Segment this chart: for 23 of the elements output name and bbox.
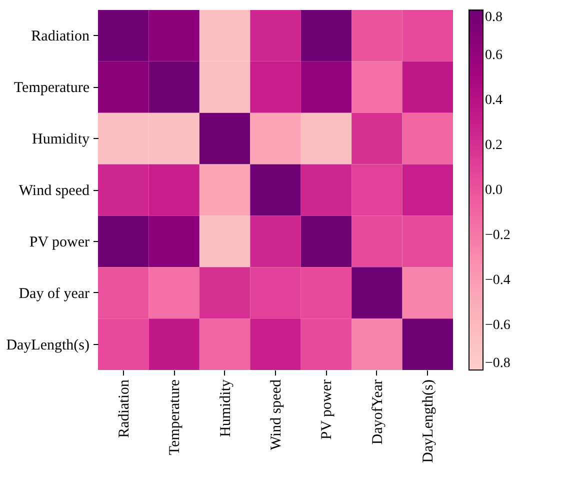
y-tick-label: PV power	[29, 234, 90, 250]
x-tick-label: PV power	[319, 379, 336, 440]
y-tick-label: DayLength(s)	[6, 337, 90, 354]
y-tick-label: Radiation	[31, 28, 90, 45]
y-tick-label: Humidity	[32, 132, 90, 148]
x-tick-label: Humidity	[218, 379, 234, 438]
y-tick-label: Wind speed	[18, 183, 90, 199]
y-tick-label: Day of year	[18, 286, 90, 302]
x-tick-label: DayofYear	[370, 380, 386, 445]
x-tick-label: Radiation	[116, 379, 132, 438]
color-bar-label: 0.6	[485, 48, 502, 63]
color-bar-label: 0.4	[485, 93, 502, 108]
x-tick-label: DayLength(s)	[420, 380, 437, 463]
color-bar-label: −0.4	[485, 273, 510, 288]
color-bar-label: 0.0	[485, 183, 502, 198]
color-bar-label: −0.8	[485, 356, 510, 371]
x-tick-label: Temperature	[167, 379, 184, 456]
color-bar-label: 0.2	[485, 138, 502, 153]
color-bar-label: −0.6	[485, 318, 510, 333]
color-bar-label: 0.8	[485, 10, 502, 25]
x-tick-label: Wind speed	[268, 379, 284, 450]
color-bar-label: −0.2	[485, 228, 510, 243]
y-tick-label: Temperature	[14, 80, 90, 96]
